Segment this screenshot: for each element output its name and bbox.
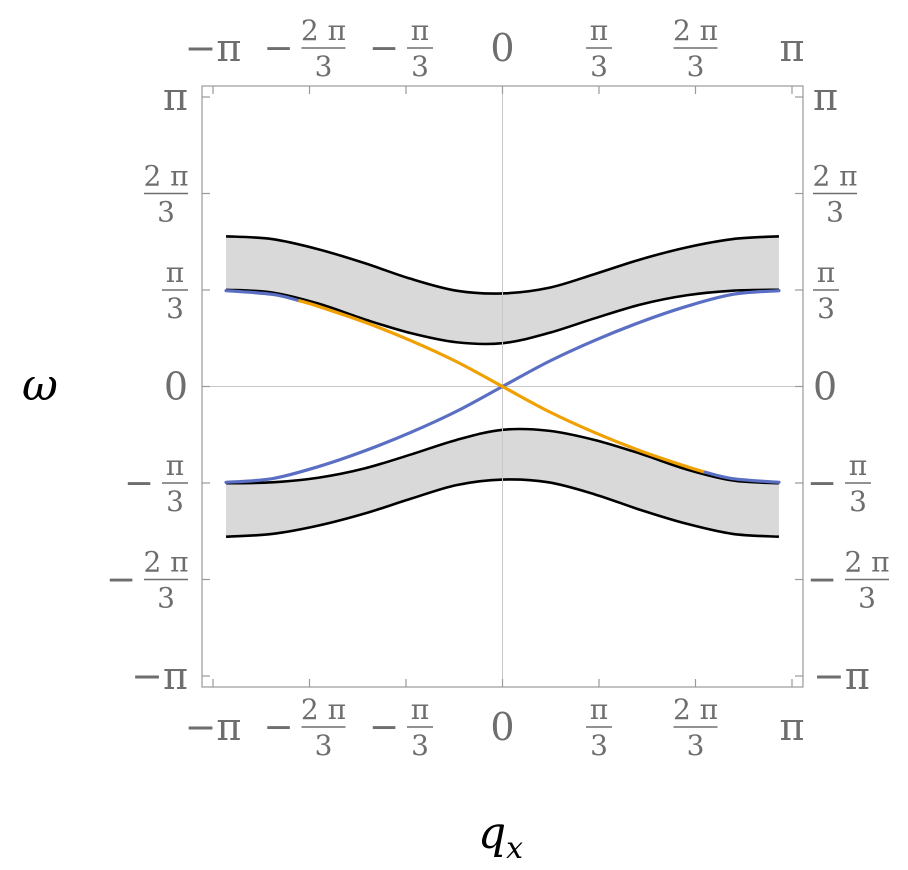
- y-tick-label-right-1-denominator: 3: [826, 195, 844, 228]
- x-tick-label-top-3: 0: [490, 26, 514, 70]
- y-tick-label-right-6-text: −π: [813, 654, 870, 698]
- y-tick-label-right-5-denominator: 3: [858, 582, 876, 615]
- y-tick-label-left-5-sign: −: [106, 560, 136, 601]
- y-tick-label-left-5-numerator: 2 π: [143, 546, 188, 579]
- y-tick-label-left-6-text: −π: [131, 654, 188, 698]
- y-tick-label-left-2: π3: [162, 256, 188, 325]
- y-tick-label-left-5-denominator: 3: [157, 582, 175, 615]
- x-tick-label-top-0: −π: [185, 26, 242, 70]
- x-tick-label-top-2: − π3: [369, 14, 433, 83]
- x-tick-label-top-1-numerator: 2 π: [301, 14, 346, 47]
- x-tick-label-bottom-0-text: −π: [185, 705, 242, 749]
- y-tick-label-left-4-numerator: π: [166, 449, 184, 482]
- x-tick-label-bottom-1: −2 π3: [263, 693, 346, 762]
- y-tick-label-left-4: − π3: [124, 449, 188, 518]
- y-tick-label-right-3-text: 0: [813, 365, 837, 409]
- x-tick-label-top-1: −2 π3: [263, 14, 346, 83]
- y-tick-label-left-0-text: π: [163, 75, 188, 119]
- x-tick-label-bottom-1-numerator: 2 π: [301, 693, 346, 726]
- x-tick-label-top-3-text: 0: [490, 26, 514, 70]
- x-tick-label-top-6: π: [780, 26, 805, 70]
- x-tick-label-bottom-6-text: π: [780, 705, 805, 749]
- x-tick-label-top-5: 2 π3: [673, 14, 718, 83]
- y-tick-label-right-4-numerator: π: [849, 449, 867, 482]
- x-tick-label-top-2-numerator: π: [411, 14, 429, 47]
- y-tick-label-left-1-numerator: 2 π: [143, 159, 188, 192]
- x-tick-label-bottom-5: 2 π3: [673, 693, 718, 762]
- y-tick-label-right-1-numerator: 2 π: [812, 159, 857, 192]
- y-tick-label-left-4-denominator: 3: [166, 485, 184, 518]
- x-tick-label-top-1-sign: −: [263, 28, 293, 69]
- y-tick-label-right-3: 0: [813, 365, 837, 409]
- x-tick-label-bottom-1-sign: −: [263, 707, 293, 748]
- x-axis-label: qx: [478, 808, 523, 866]
- y-tick-label-right-1: 2 π3: [812, 159, 857, 228]
- x-tick-label-bottom-6: π: [780, 705, 805, 749]
- y-tick-label-left-2-denominator: 3: [166, 292, 184, 325]
- y-tick-label-right-0-text: π: [813, 75, 838, 119]
- x-tick-label-bottom-2-sign: −: [369, 707, 399, 748]
- series-layer: [224, 289, 781, 484]
- tick-marks: [202, 86, 803, 687]
- y-tick-label-right-2-numerator: π: [817, 256, 835, 289]
- x-tick-label-bottom-3: 0: [490, 705, 514, 749]
- y-tick-label-right-4-sign: −: [807, 463, 837, 504]
- y-tick-label-right-4-denominator: 3: [849, 485, 867, 518]
- x-tick-label-top-4-denominator: 3: [590, 50, 608, 83]
- x-tick-label-bottom-5-denominator: 3: [687, 729, 705, 762]
- x-tick-label-top-1-denominator: 3: [315, 50, 333, 83]
- y-tick-label-right-2-denominator: 3: [817, 292, 835, 325]
- series-line-3: [298, 299, 707, 474]
- y-tick-label-left-5: −2 π3: [106, 546, 189, 615]
- x-tick-label-bottom-5-numerator: 2 π: [673, 693, 718, 726]
- x-tick-label-bottom-2: − π3: [369, 693, 433, 762]
- y-tick-label-left-6: −π: [131, 654, 188, 698]
- y-tick-label-left-1: 2 π3: [143, 159, 188, 228]
- y-tick-label-right-0: π: [813, 75, 838, 119]
- y-tick-label-left-3: 0: [164, 365, 188, 409]
- x-tick-label-top-0-text: −π: [185, 26, 242, 70]
- y-tick-label-left-2-numerator: π: [166, 256, 184, 289]
- x-tick-label-bottom-4-numerator: π: [590, 693, 608, 726]
- y-tick-label-left-4-sign: −: [124, 463, 154, 504]
- series-line-2: [224, 289, 302, 303]
- x-tick-label-bottom-2-numerator: π: [411, 693, 429, 726]
- y-tick-label-right-4: − π3: [807, 449, 871, 518]
- y-tick-label-left-1-denominator: 3: [157, 195, 175, 228]
- x-tick-label-bottom-4-denominator: 3: [590, 729, 608, 762]
- x-tick-label-bottom-0: −π: [185, 705, 242, 749]
- x-tick-label-bottom-4: π3: [586, 693, 613, 762]
- y-tick-label-right-5-sign: −: [807, 560, 837, 601]
- x-tick-label-top-4-numerator: π: [590, 14, 608, 47]
- x-tick-label-top-2-sign: −: [369, 28, 399, 69]
- y-tick-label-left-3-text: 0: [164, 365, 188, 409]
- y-tick-label-left-0: π: [163, 75, 188, 119]
- x-tick-label-top-2-denominator: 3: [411, 50, 429, 83]
- x-tick-label-top-6-text: π: [780, 26, 805, 70]
- y-tick-label-right-5: −2 π3: [807, 546, 890, 615]
- x-tick-label-top-5-denominator: 3: [687, 50, 705, 83]
- x-tick-label-top-4: π3: [586, 14, 613, 83]
- x-tick-label-bottom-3-text: 0: [490, 705, 514, 749]
- series-line-4: [703, 470, 781, 484]
- y-tick-label-right-2: π3: [813, 256, 839, 325]
- x-tick-label-bottom-2-denominator: 3: [411, 729, 429, 762]
- y-tick-label-right-6: −π: [813, 654, 870, 698]
- y-tick-label-right-5-numerator: 2 π: [844, 546, 889, 579]
- x-tick-label-top-5-numerator: 2 π: [673, 14, 718, 47]
- x-tick-label-bottom-1-denominator: 3: [315, 729, 333, 762]
- y-axis-label: ω: [22, 360, 58, 411]
